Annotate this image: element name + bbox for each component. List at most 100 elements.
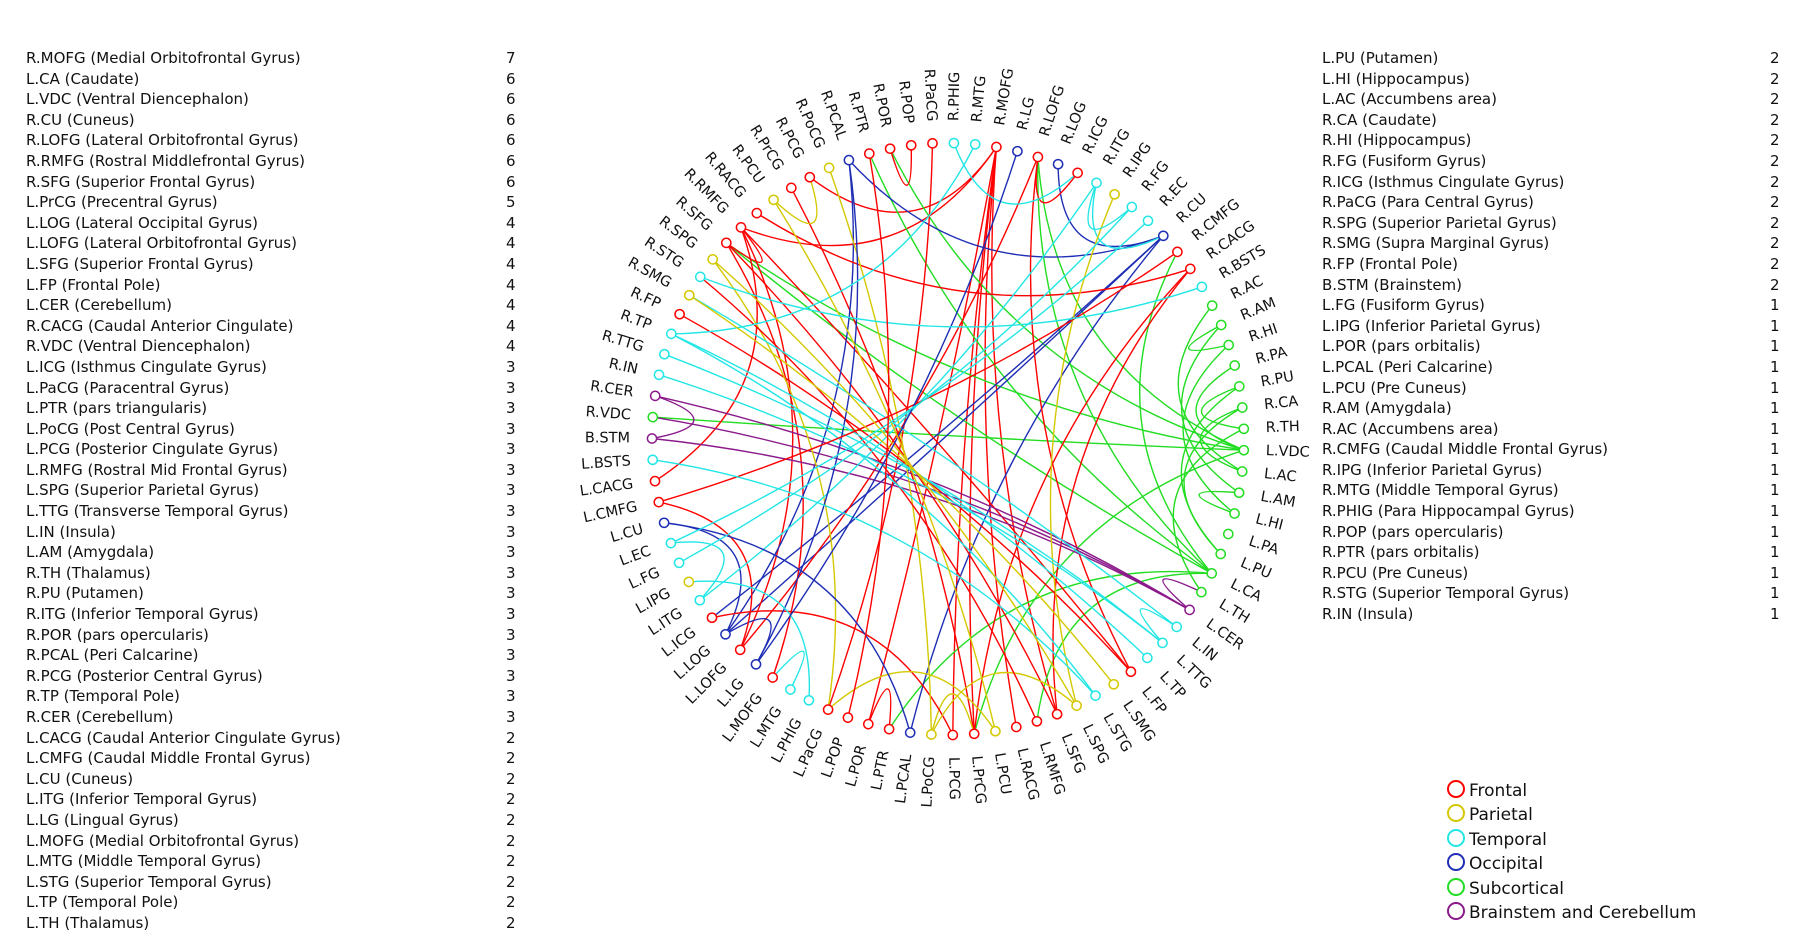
link-L.TTG-L.IN bbox=[1139, 608, 1178, 644]
node-R.RACG bbox=[751, 207, 763, 219]
connection-count: 2 bbox=[1770, 234, 1780, 253]
region-name: R.POP (pars opercularis) bbox=[1322, 522, 1504, 541]
connection-count: 6 bbox=[506, 110, 516, 129]
node-L.MTG bbox=[785, 684, 796, 695]
node-R.POR bbox=[884, 143, 896, 155]
legend-swatch-circle-icon bbox=[1447, 804, 1465, 823]
node-L.BSTS bbox=[647, 454, 659, 466]
region-name: L.IPG (Inferior Parietal Gyrus) bbox=[1322, 316, 1541, 335]
region-count-row: L.CA (Caudate) 6 bbox=[26, 69, 516, 90]
region-count-row: L.MOFG (Medial Orbitofrontal Gyrus) 2 bbox=[26, 831, 516, 852]
node-R.LOG bbox=[1052, 158, 1064, 170]
link-L.MOFG-L.MTG bbox=[772, 650, 805, 690]
node-L.CER bbox=[1184, 604, 1195, 616]
legend-swatch-circle-icon bbox=[1447, 877, 1465, 896]
node-L.STG bbox=[1090, 690, 1101, 701]
connection-count: 3 bbox=[506, 357, 516, 376]
connection-count: 1 bbox=[1770, 440, 1780, 459]
connection-count: 2 bbox=[506, 810, 516, 829]
connection-count: 2 bbox=[1770, 110, 1780, 129]
region-name: R.PCU (Pre Cuneus) bbox=[1322, 563, 1469, 582]
node-L.AM bbox=[1233, 487, 1245, 499]
region-name: R.FG (Fusiform Gyrus) bbox=[1322, 151, 1487, 170]
legend-entry: Frontal bbox=[1447, 779, 1696, 803]
link-R.CU-L.ICG bbox=[711, 235, 1164, 619]
link-R.RMFG-R.SFG bbox=[725, 226, 763, 264]
region-name: L.ICG (Isthmus Cingulate Gyrus) bbox=[26, 357, 267, 376]
region-count-row: L.CER (Cerebellum) 4 bbox=[26, 295, 516, 316]
region-count-row: R.IPG (Inferior Parietal Gyrus) 1 bbox=[1322, 460, 1792, 481]
link-R.CU-L.PCAL bbox=[909, 235, 1164, 733]
region-count-row: R.CER (Cerebellum) 3 bbox=[26, 707, 516, 728]
node-R.SMG bbox=[683, 289, 695, 301]
link-R.SFG-L.SFG bbox=[725, 242, 1058, 715]
region-name: L.PU (Putamen) bbox=[1322, 49, 1439, 67]
region-count-row: R.ICG (Isthmus Cingulate Gyrus) 2 bbox=[1322, 172, 1792, 193]
link-R.CU-R.ITG bbox=[1092, 182, 1164, 250]
connection-count: 3 bbox=[506, 399, 516, 418]
region-count-row: L.PoCG (Post Central Gyrus) 3 bbox=[26, 419, 516, 440]
link-L.PoCG-L.SPG bbox=[930, 671, 1078, 735]
connection-count: 1 bbox=[1770, 399, 1780, 418]
region-count-row: R.MTG (Middle Temporal Gyrus) 1 bbox=[1322, 480, 1792, 501]
legend-entry: Temporal bbox=[1447, 828, 1696, 852]
region-count-row: R.FP (Frontal Pole) 2 bbox=[1322, 254, 1792, 275]
node-L.PA bbox=[1222, 528, 1234, 540]
link-L.PrCG-R.CACG bbox=[973, 268, 1191, 734]
legend-swatch-circle-icon bbox=[1447, 780, 1465, 798]
connection-count: 4 bbox=[506, 337, 516, 356]
node-L.CA bbox=[1206, 568, 1218, 579]
region-count-row: R.FG (Fusiform Gyrus) 2 bbox=[1322, 151, 1792, 172]
region-name: R.SFG (Superior Frontal Gyrus) bbox=[26, 172, 256, 191]
region-count-row: R.SPG (Superior Parietal Gyrus) 2 bbox=[1322, 213, 1792, 234]
region-name: L.SPG (Superior Parietal Gyrus) bbox=[26, 481, 260, 500]
node-R.MOFG bbox=[991, 141, 1002, 153]
connection-count: 1 bbox=[1770, 419, 1780, 438]
connection-count: 2 bbox=[1770, 151, 1780, 170]
link-R.LG-L.LG bbox=[755, 150, 1019, 665]
node-R.PrCG bbox=[785, 182, 797, 194]
link-L.PTR-L.POR bbox=[867, 688, 892, 730]
node-L.SFG bbox=[1051, 708, 1063, 720]
link-R.MOFG-R.RMFG bbox=[740, 146, 997, 247]
connection-count: 6 bbox=[506, 131, 516, 150]
link-R.TH-R.PU bbox=[1200, 385, 1244, 430]
region-name: R.SPG (Superior Parietal Gyrus) bbox=[1322, 213, 1557, 232]
region-name: L.TP (Temporal Pole) bbox=[26, 893, 179, 912]
link-L.VDC-R.VDC bbox=[652, 416, 1244, 451]
node-L.POR bbox=[862, 718, 874, 730]
link-R.MOFG-L.POR bbox=[867, 146, 998, 725]
link-L.VDC-R.PA bbox=[1195, 364, 1245, 451]
region-name: R.PCG (Posterior Central Gyrus) bbox=[26, 666, 263, 685]
connection-count: 1 bbox=[1770, 337, 1780, 356]
legend-entry: Parietal bbox=[1447, 803, 1696, 827]
node-label: L.PA bbox=[1247, 534, 1281, 559]
region-count-row: R.PTR (pars orbitalis) 1 bbox=[1322, 542, 1792, 563]
region-name: L.CU (Cuneus) bbox=[26, 769, 134, 788]
node-R.RMFG bbox=[735, 222, 747, 233]
link-L.CA-L.PTR bbox=[888, 570, 1212, 730]
node-R.PU bbox=[1233, 381, 1245, 392]
link-L.SFG-R.CACG bbox=[1052, 268, 1191, 715]
node-label: R.TTG bbox=[600, 328, 646, 356]
region-name: R.LOFG (Lateral Orbitofrontal Gyrus) bbox=[26, 131, 299, 150]
link-R.LOFG-R.ICG bbox=[1035, 156, 1079, 204]
region-count-row: L.TTG (Transverse Temporal Gyrus) 3 bbox=[26, 501, 516, 522]
connection-count: 2 bbox=[506, 852, 516, 871]
node-label: R.CER bbox=[589, 378, 634, 400]
region-count-row: R.AC (Accumbens area) 1 bbox=[1322, 419, 1792, 440]
node-L.TP bbox=[1141, 652, 1153, 664]
region-name: R.CA (Caudate) bbox=[1322, 110, 1437, 129]
node-L.RACG bbox=[1010, 721, 1022, 733]
node-L.CACG bbox=[649, 475, 661, 487]
region-count-row: R.TP (Temporal Pole) 3 bbox=[26, 686, 516, 707]
region-count-row: R.PU (Putamen) 3 bbox=[26, 583, 516, 604]
region-count-row: L.RMFG (Rostral Mid Frontal Gyrus) 3 bbox=[26, 460, 516, 481]
link-R.EC-L.EC bbox=[670, 220, 1149, 544]
node-L.SMG bbox=[1108, 678, 1120, 690]
connection-count: 1 bbox=[1770, 563, 1780, 582]
region-name: R.AC (Accumbens area) bbox=[1322, 419, 1499, 438]
legend-label: Brainstem and Cerebellum bbox=[1469, 902, 1697, 923]
region-count-row: L.PrCG (Precentral Gyrus) 5 bbox=[26, 192, 516, 213]
connection-count: 2 bbox=[506, 872, 516, 891]
